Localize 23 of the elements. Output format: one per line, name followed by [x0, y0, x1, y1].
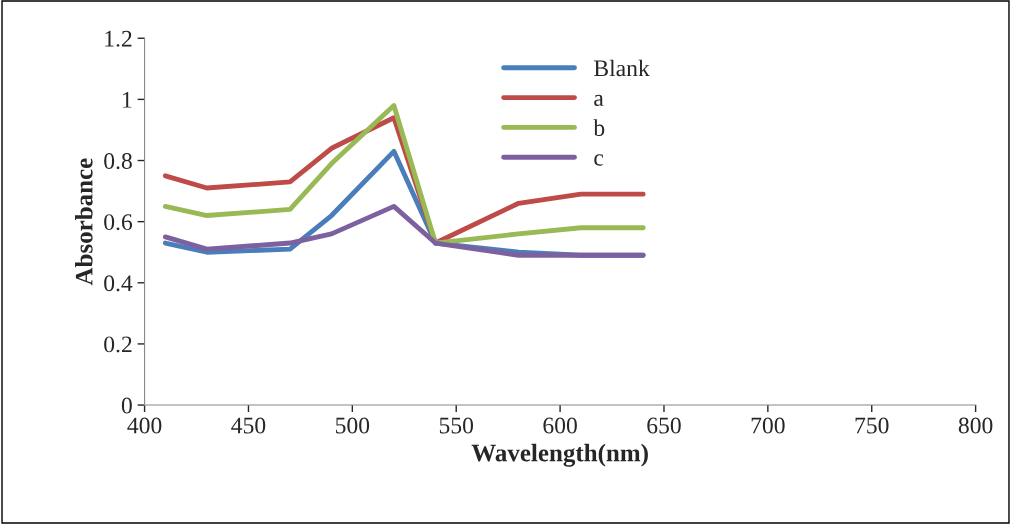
x-tick-label: 600 — [543, 417, 577, 434]
line-series — [162, 203, 646, 258]
y-tick-label: 1.2 — [105, 30, 132, 47]
x-tick-label: 500 — [336, 417, 370, 434]
y-tick-label: 0 — [121, 397, 132, 414]
x-tick-label: 750 — [855, 417, 889, 434]
legend-label: c — [594, 154, 604, 166]
y-tick-label: 1 — [123, 91, 132, 108]
legend-label: a — [594, 94, 604, 107]
x-tick-label: 550 — [439, 417, 474, 434]
x-axis-title: Wavelength(nm) — [471, 443, 648, 467]
y-axis-title: Absorbance — [75, 158, 93, 286]
y-tick-label: 0.4 — [104, 275, 133, 292]
x-tick-label: 800 — [958, 417, 993, 434]
x-tick-label: 650 — [647, 417, 681, 434]
legend-label: Blank — [594, 59, 650, 77]
y-tick-label: 0.6 — [104, 214, 133, 231]
x-tick-label: 700 — [751, 417, 785, 434]
y-tick-label: 0.8 — [104, 153, 132, 170]
x-tick-label: 400 — [127, 417, 162, 434]
y-tick-label: 0.2 — [104, 336, 132, 353]
legend-label: b — [593, 119, 605, 136]
x-tick-label: 450 — [231, 417, 266, 434]
